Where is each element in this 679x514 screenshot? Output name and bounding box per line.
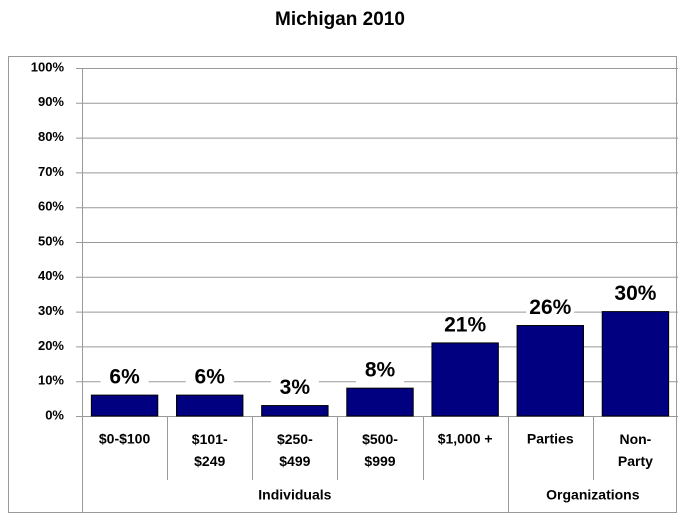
value-label-bg: [441, 313, 490, 338]
bar: [261, 405, 329, 417]
y-tick-label: 30%: [38, 303, 64, 318]
x-tick-label: Parties: [527, 431, 574, 447]
value-label-bg: [270, 376, 319, 401]
value-label: 21%: [444, 313, 486, 336]
y-tick-label: 90%: [38, 94, 64, 109]
y-tick-label: 80%: [38, 129, 64, 144]
x-tick-label: Non-Party: [618, 431, 653, 469]
value-label: 8%: [365, 359, 396, 382]
y-tick-label: 100%: [31, 59, 65, 74]
value-label-bg: [356, 359, 404, 384]
value-label-bg: [526, 296, 575, 321]
value-label: 6%: [109, 366, 140, 389]
y-tick-label: 0%: [45, 407, 64, 422]
bar: [516, 325, 584, 417]
group-label: Organizations: [546, 487, 640, 503]
y-tick-label: 20%: [38, 338, 64, 353]
bar: [601, 311, 670, 417]
value-label: 30%: [614, 282, 656, 305]
group-label: Individuals: [258, 487, 331, 503]
bar: [176, 394, 244, 417]
y-tick-label: 60%: [38, 199, 64, 214]
value-label-bg: [611, 282, 660, 307]
value-label: 6%: [195, 366, 226, 389]
chart-title: Michigan 2010: [275, 9, 405, 30]
value-label-bg: [100, 366, 149, 391]
x-tick-label: $500-$999: [362, 431, 398, 469]
y-tick-label: 40%: [38, 268, 64, 283]
x-tick-label: $250-$499: [277, 431, 313, 469]
chart-border: [8, 56, 677, 513]
bar: [346, 387, 414, 417]
value-label-bg: [185, 366, 234, 391]
x-tick-label: $1,000 +: [438, 431, 493, 447]
y-tick-label: 50%: [38, 233, 64, 248]
x-tick-label: $0-$100: [99, 431, 151, 447]
x-tick-label: $101-$249: [192, 431, 228, 469]
bar: [431, 342, 499, 417]
value-label: 3%: [280, 376, 311, 399]
y-tick-label: 10%: [38, 373, 64, 388]
y-tick-label: 70%: [38, 164, 64, 179]
bar: [90, 394, 159, 417]
value-label: 26%: [529, 296, 571, 319]
